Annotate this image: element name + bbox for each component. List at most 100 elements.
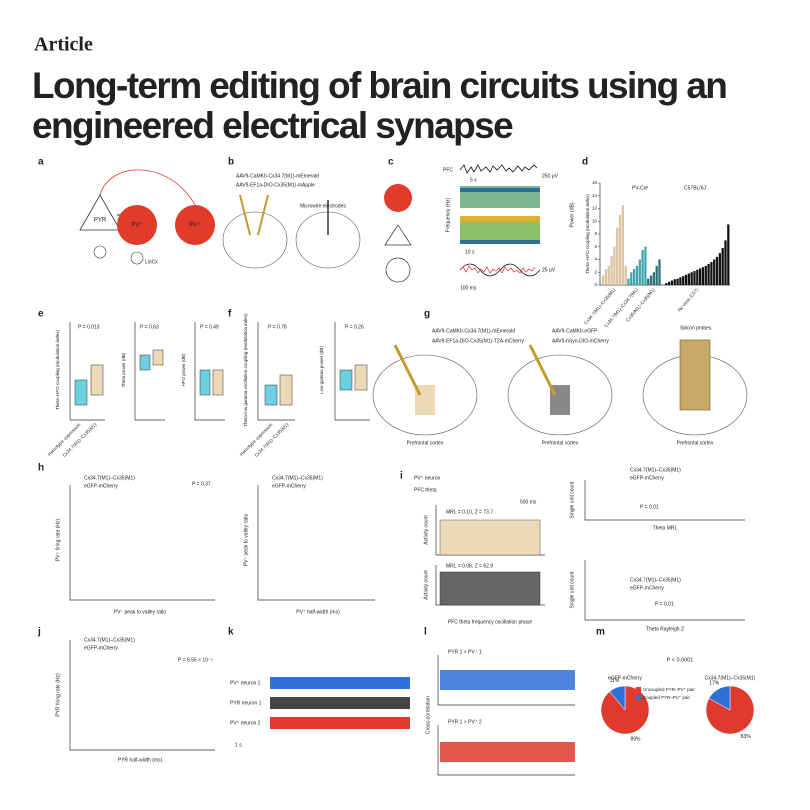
- label: Activity count: [423, 515, 429, 545]
- legend-swatch: [636, 687, 641, 692]
- panel-letter: c: [388, 157, 394, 168]
- label: LinCx: [145, 259, 158, 265]
- panel-letter: d: [582, 157, 588, 168]
- label: Theta power (dB): [121, 352, 126, 387]
- bar: [610, 256, 613, 285]
- brain-slices: [222, 194, 361, 269]
- bar: [724, 240, 727, 285]
- y-tick-label: 16: [592, 180, 598, 185]
- label: Cx34.7(M1)–Cx35(M1): [84, 637, 135, 643]
- label: PV⁺ peak to valley ratio: [114, 609, 167, 615]
- bar: [630, 272, 633, 285]
- bar: [707, 263, 710, 285]
- label: P = 0.26: [345, 324, 364, 330]
- label: Cx34.7(M1)–Cx35(M1): [630, 467, 681, 473]
- x-tick-label: No virus (C57): [677, 287, 700, 313]
- bar: [693, 270, 696, 285]
- bar: [699, 268, 702, 285]
- label: Activity count: [423, 570, 429, 600]
- label: PYR 1 × PV⁺ 2: [448, 719, 482, 725]
- pie-slice: [708, 685, 731, 711]
- label: Prefrontal cortex: [407, 440, 444, 446]
- y-tick-label: 12: [592, 206, 598, 211]
- label: AAV9-hSyn-DIO-mCherry: [552, 338, 609, 344]
- label: Cx34.7(M1)–Cx35(M1): [630, 577, 681, 583]
- group-label: C57BL/6J: [684, 185, 706, 191]
- bar: [721, 248, 724, 285]
- pie-slice: [705, 685, 755, 735]
- label: eGFP-mCherry: [272, 483, 306, 489]
- pie-label: 89%: [630, 736, 641, 742]
- bar: [644, 246, 647, 285]
- bar: [618, 214, 622, 285]
- pie-slice: [609, 685, 626, 711]
- label: Theta-low gamma oscillation coupling (mo…: [243, 313, 248, 427]
- bar: [715, 256, 719, 285]
- label: P = 0.63: [140, 324, 159, 330]
- panel-letter: h: [38, 463, 44, 474]
- bar: [690, 272, 693, 285]
- pie-label: 17%: [709, 681, 720, 687]
- label: Prefrontal cortex: [542, 440, 579, 446]
- label: PV⁺: [189, 222, 200, 229]
- panel-letter: g: [424, 309, 430, 320]
- label: AAV9-EF1a-DIO-Cx35(M1)-mApple: [236, 182, 315, 188]
- group-label: PV-Cre: [632, 185, 648, 191]
- bar: [701, 267, 705, 285]
- label: PYR half-width (ms): [118, 757, 163, 763]
- label: PYR 1 × PV⁺ 1: [448, 649, 482, 655]
- label: P = 0.01: [655, 601, 674, 607]
- label: PV⁺ peak to valley ratio: [243, 514, 249, 567]
- label: HFO power (dB): [181, 353, 186, 386]
- label: 10 s: [465, 249, 475, 255]
- label: Silicon probes: [680, 325, 712, 331]
- label: PFC theta: [414, 487, 437, 493]
- label: 250 μV: [542, 173, 559, 179]
- label: AAV9-EF1a-DIO-Cx35(M1)-T2A-mCherry: [432, 338, 524, 344]
- bar: [616, 227, 619, 285]
- label: PV⁺ firing rate (Hz): [55, 518, 61, 561]
- label: PV⁺ neuron 2: [230, 720, 261, 726]
- label: MRL = 0.10, Z = 73.7: [446, 509, 493, 515]
- bar: [684, 274, 688, 285]
- bar: [652, 272, 655, 285]
- label: P = 0.013: [78, 324, 100, 330]
- bar: [638, 259, 641, 285]
- y-tick-label: 0: [594, 282, 597, 287]
- article-kind: Article: [34, 34, 93, 56]
- label: Single unit count: [569, 481, 575, 519]
- panel-letter: i: [400, 471, 403, 482]
- label: Microwire electrodes: [300, 203, 346, 209]
- spectrogram: [384, 164, 541, 283]
- panel-letter: f: [228, 309, 232, 320]
- legend-entry: Uncoupled PYR–PV⁺ pair: [643, 687, 695, 692]
- label: PV⁺: [131, 222, 142, 229]
- label: P = 0.49: [200, 324, 219, 330]
- label: Cx34.7(M1)–Cx35(M1): [84, 475, 135, 481]
- label: Single unit count: [569, 571, 575, 609]
- y-axis-label: Theta–HFO coupling (modulation index): [585, 194, 590, 274]
- label: PYR firing rate (Hz): [55, 673, 61, 717]
- panel-letter: m: [596, 627, 605, 638]
- bar: [621, 205, 624, 285]
- cross-correlograms: [440, 670, 575, 762]
- bar: [718, 253, 721, 285]
- bar: [704, 265, 707, 285]
- bar: [647, 278, 650, 285]
- panel-letter: a: [38, 157, 44, 168]
- phase-histograms: [439, 519, 541, 606]
- bar: [633, 269, 636, 285]
- bar: [687, 273, 690, 285]
- brain-slices-g: [372, 339, 748, 436]
- label: P = 6.55 × 10⁻⁵: [178, 657, 213, 663]
- y-tick-label: 8: [594, 231, 597, 236]
- bar: [710, 262, 713, 285]
- pie-title: Cx34.7(M1)–Cx35(M1): [705, 675, 756, 681]
- bar: [676, 278, 679, 285]
- label: eGFP-mCherry: [84, 483, 118, 489]
- label: Power (dB): [569, 202, 575, 227]
- label: Theta–HFO coupling (modulation index): [55, 330, 60, 410]
- bar: [655, 265, 658, 285]
